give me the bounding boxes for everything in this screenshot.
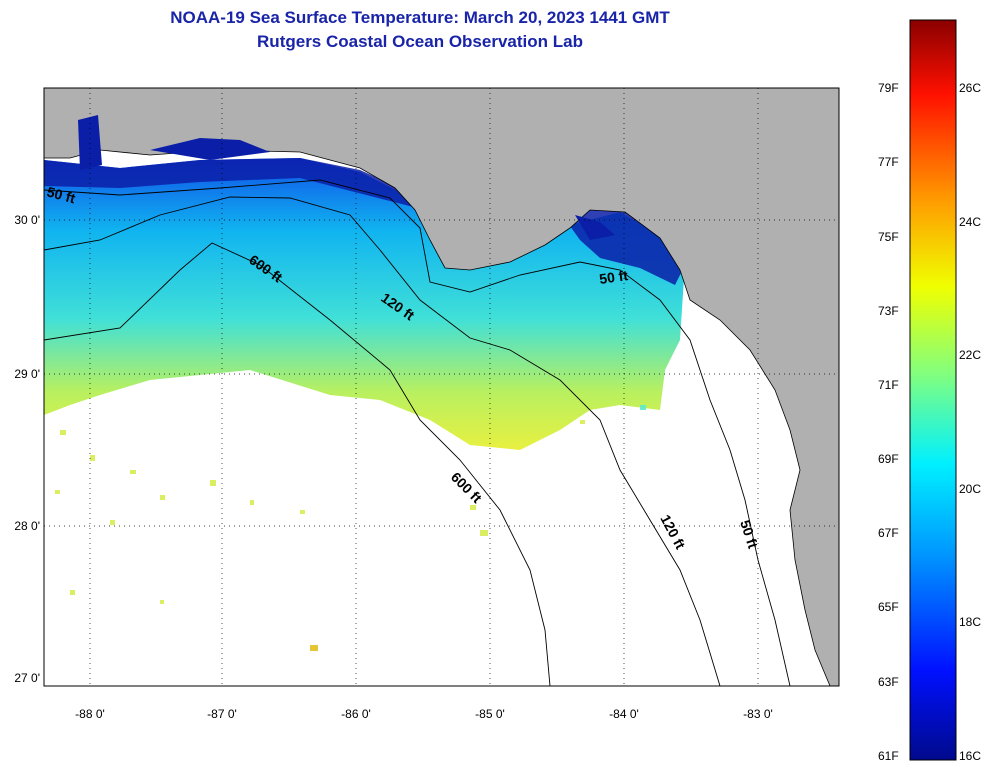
colorbar-c-label: 18C: [959, 615, 981, 629]
colorbar-f-label: 77F: [878, 155, 899, 169]
contour-50ft: [44, 179, 791, 686]
colorbar-f-label: 79F: [878, 81, 899, 95]
colorbar-f-label: 73F: [878, 304, 899, 318]
colorbar-c-label: 22C: [959, 348, 981, 362]
apalachee-bay: [575, 215, 615, 240]
longitude-labels: -88 0' -87 0' -86 0' -85 0' -84 0' -83 0…: [75, 707, 773, 721]
map-area: [44, 88, 839, 686]
contour-label: 50 ft: [45, 183, 77, 206]
lon-label: -88 0': [75, 707, 105, 721]
contour-600ft: [44, 242, 551, 686]
contour-label: 50 ft: [598, 267, 629, 287]
colorbar-f-label: 67F: [878, 526, 899, 540]
lon-label: -84 0': [609, 707, 639, 721]
mobile-bay: [78, 115, 102, 170]
colorbar-c-label: 20C: [959, 482, 981, 496]
map-frame: [43, 87, 840, 687]
colorbar-fahrenheit-labels: 79F 77F 75F 73F 71F 69F 67F 65F 63F 61F: [878, 81, 899, 763]
colorbar: [909, 19, 957, 761]
depth-contours: [44, 179, 791, 686]
lat-label: 30 0': [14, 213, 40, 227]
lon-label: -83 0': [743, 707, 773, 721]
lon-label: -87 0': [207, 707, 237, 721]
latitude-labels: 30 0' 29 0' 28 0' 27 0': [14, 213, 40, 685]
contour-120ft: [44, 196, 721, 686]
colorbar-c-label: 24C: [959, 215, 981, 229]
map-subtitle: Rutgers Coastal Ocean Observation Lab: [257, 32, 583, 51]
lat-label: 27 0': [14, 671, 40, 685]
lon-label: -85 0': [475, 707, 505, 721]
colorbar-celsius-labels: 26C 24C 22C 20C 18C 16C: [959, 81, 981, 763]
lon-label: -86 0': [341, 707, 371, 721]
map-title: NOAA-19 Sea Surface Temperature: March 2…: [170, 8, 670, 27]
nearshore-cold-band: [44, 158, 425, 210]
colorbar-c-label: 26C: [959, 81, 981, 95]
colorbar-f-label: 65F: [878, 600, 899, 614]
colorbar-c-label: 16C: [959, 749, 981, 763]
sst-coverage: [44, 158, 685, 450]
colorbar-f-label: 75F: [878, 230, 899, 244]
colorbar-f-label: 63F: [878, 675, 899, 689]
lat-label: 29 0': [14, 367, 40, 381]
colorbar-f-label: 69F: [878, 452, 899, 466]
colorbar-f-label: 71F: [878, 378, 899, 392]
colorbar-f-label: 61F: [878, 749, 899, 763]
sst-scatter: [55, 405, 646, 651]
lat-label: 28 0': [14, 519, 40, 533]
pensacola-bay: [150, 138, 270, 160]
